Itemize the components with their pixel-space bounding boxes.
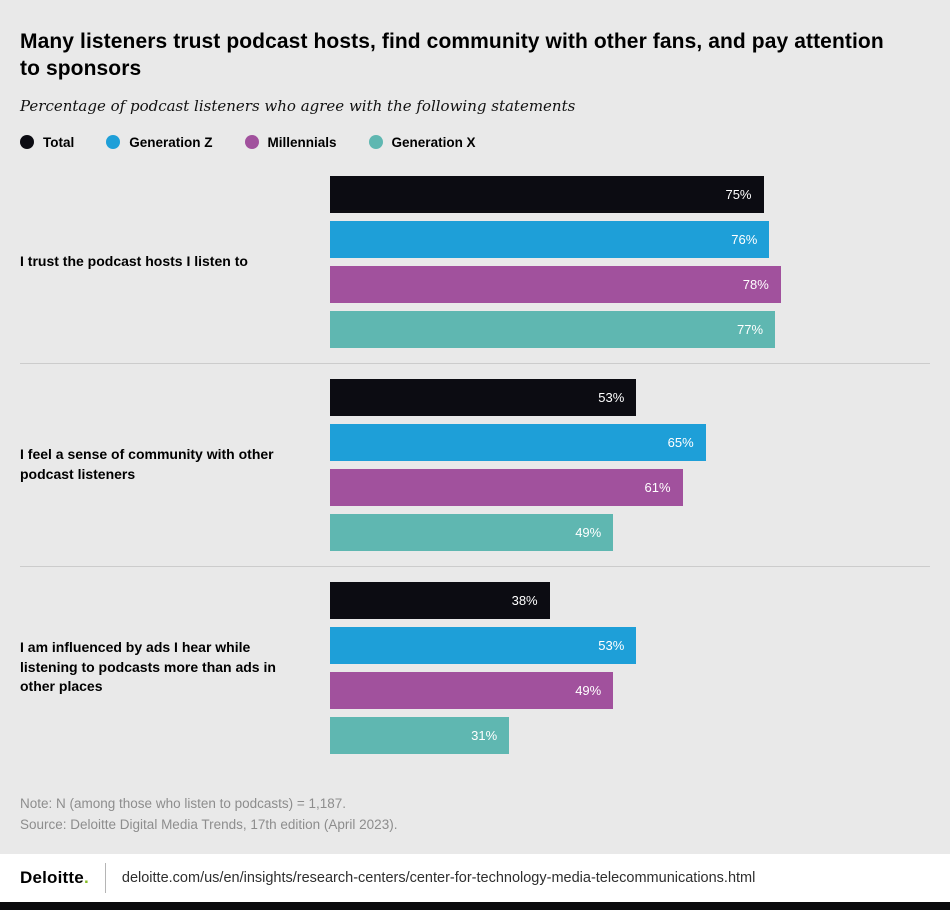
footer: Deloitte. deloitte.com/us/en/insights/re… <box>0 854 950 902</box>
legend-item-generation-x: Generation X <box>368 134 476 150</box>
bar-value-label: 53% <box>598 637 625 653</box>
chart-group: I trust the podcast hosts I listen to 75%… <box>20 175 930 348</box>
bar-chart: I trust the podcast hosts I listen to 75%… <box>20 175 930 754</box>
bar-value-label: 78% <box>742 276 769 292</box>
legend-swatch <box>20 135 34 150</box>
chart-subtitle: Percentage of podcast listeners who agre… <box>20 96 576 115</box>
deloitte-logo: Deloitte. <box>20 868 89 888</box>
bar-total: 75% <box>330 175 764 213</box>
bar-millennials: 61% <box>330 468 683 506</box>
group-divider <box>20 362 930 364</box>
bar-generation-z: 53% <box>330 626 637 664</box>
legend-swatch <box>106 135 121 150</box>
bar-value-label: 31% <box>471 727 498 743</box>
bar-millennials: 78% <box>330 265 781 303</box>
bar-value-label: 75% <box>725 186 752 202</box>
chart-group: I feel a sense of community with other p… <box>20 378 930 551</box>
legend-label: Generation Z <box>129 134 213 150</box>
bar-generation-z: 76% <box>330 220 770 258</box>
bar-value-label: 49% <box>575 524 602 540</box>
bar-group: 53% 65% 61% 49% <box>330 378 908 551</box>
chart-title: Many listeners trust podcast hosts, find… <box>20 30 884 81</box>
source-text: Source: Deloitte Digital Media Trends, 1… <box>20 816 398 832</box>
legend-label: Millennials <box>267 134 337 150</box>
bar-generation-z: 65% <box>330 423 706 461</box>
legend-label: Total <box>43 134 75 150</box>
bar-value-label: 76% <box>731 231 758 247</box>
category-label: I am influenced by ads I hear while list… <box>20 639 276 695</box>
legend-item-millennials: Millennials <box>244 134 337 150</box>
legend-item-total: Total <box>20 135 74 150</box>
note-text: Note: N (among those who listen to podca… <box>20 795 347 811</box>
category-label: I feel a sense of community with other p… <box>20 446 274 482</box>
bar-generation-x: 31% <box>330 716 510 754</box>
bottom-black-strip <box>0 902 950 910</box>
legend-swatch <box>244 135 259 150</box>
chart-group: I am influenced by ads I hear while list… <box>20 581 930 754</box>
bar-total: 38% <box>330 581 550 619</box>
legend: Total Generation Z Millennials Generation X <box>20 135 930 150</box>
bar-value-label: 53% <box>598 389 625 405</box>
content-area: Many listeners trust podcast hosts, find… <box>20 30 930 836</box>
notes-block: Note: N (among those who listen to podca… <box>20 794 930 836</box>
category-label: I trust the podcast hosts I listen to <box>20 252 248 269</box>
bar-group: 75% 76% 78% 77% <box>330 175 908 348</box>
bar-value-label: 65% <box>667 434 694 450</box>
bar-value-label: 38% <box>511 592 538 608</box>
bar-total: 53% <box>330 378 637 416</box>
brand-text: Deloitte <box>20 868 84 887</box>
bar-millennials: 49% <box>330 671 614 709</box>
bar-group: 38% 53% 49% 31% <box>330 581 908 754</box>
legend-swatch <box>368 135 383 150</box>
bar-generation-x: 49% <box>330 513 614 551</box>
footer-url: deloitte.com/us/en/insights/research-cen… <box>121 870 756 886</box>
legend-label: Generation X <box>391 134 476 150</box>
bar-generation-x: 77% <box>330 310 776 348</box>
legend-item-generation-z: Generation Z <box>106 134 213 150</box>
footer-divider <box>104 863 106 893</box>
bar-value-label: 77% <box>737 321 764 337</box>
bar-value-label: 49% <box>575 682 602 698</box>
bar-value-label: 61% <box>644 479 671 495</box>
group-divider <box>20 565 930 567</box>
brand-green-dot: . <box>83 868 89 887</box>
